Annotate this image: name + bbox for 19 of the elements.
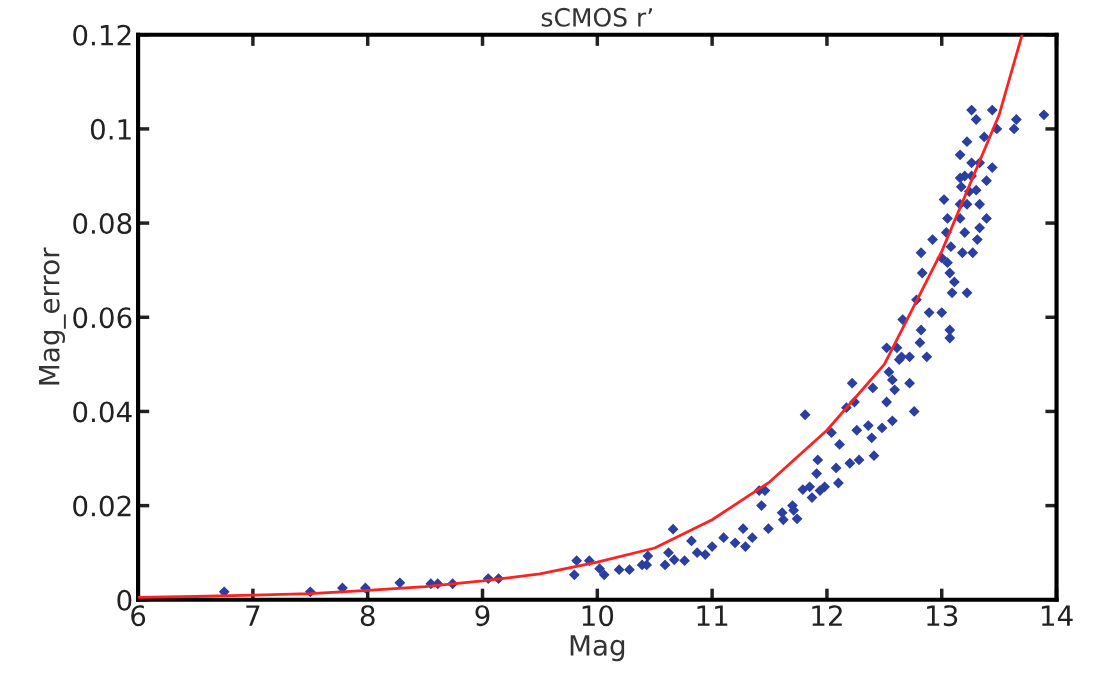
- x-tick-label: 9: [475, 605, 490, 627]
- y-tick-label: 0.08: [73, 213, 132, 235]
- x-tick-label: 10: [582, 605, 614, 627]
- chart-title: sCMOS r’: [541, 7, 653, 27]
- y-tick-label: 0: [117, 589, 132, 611]
- x-tick-label: 13: [927, 605, 958, 627]
- y-axis-title: Mag_error: [39, 247, 66, 385]
- x-tick-label: 11: [697, 605, 728, 626]
- y-tick-label: 0.02: [73, 495, 131, 517]
- y-tick-label: 0.1: [90, 118, 131, 140]
- x-tick-label: 14: [1041, 605, 1073, 626]
- y-tick-label: 0.04: [73, 401, 132, 423]
- x-tick-label: 6: [131, 605, 146, 627]
- x-axis-title: Mag: [570, 635, 625, 662]
- x-tick-label: 7: [246, 605, 260, 626]
- x-tick-label: 8: [360, 605, 375, 627]
- y-tick-label: 0.12: [73, 24, 131, 46]
- y-tick-label: 0.06: [73, 307, 132, 329]
- x-tick-label: 12: [812, 605, 842, 626]
